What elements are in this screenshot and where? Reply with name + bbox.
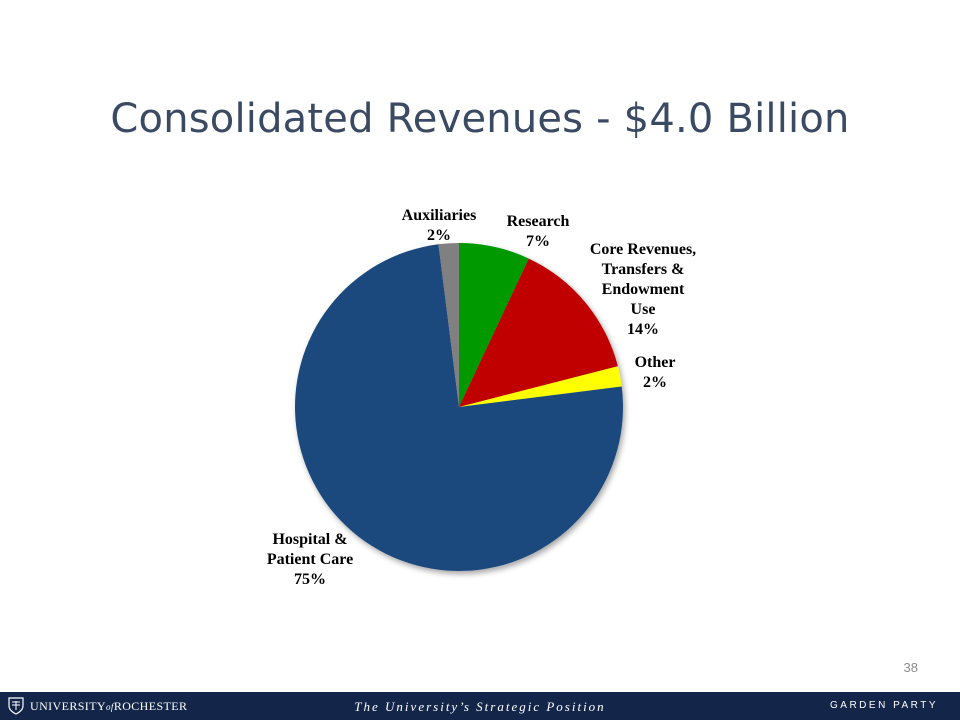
logo-word-of: of <box>106 701 114 712</box>
slice-label-other: Other 2% <box>635 354 676 391</box>
slice-percent: 2% <box>643 374 667 391</box>
pie-slice-hospital-patient-care <box>295 244 624 571</box>
slice-label-hospital-patient-care: Hospital & Patient Care 75% <box>267 531 353 588</box>
slice-label-research: Research 7% <box>507 213 570 250</box>
pie-slice-auxiliaries <box>438 243 459 407</box>
pie-slice-research <box>459 243 529 407</box>
slice-percent: 14% <box>627 321 659 338</box>
slice-percent: 7% <box>526 233 550 250</box>
pie-slice-other <box>459 366 622 407</box>
pie-labels: Research 7% Core Revenues, Transfers & Endow… <box>267 207 696 588</box>
slice-label-line: Auxiliaries <box>402 207 477 224</box>
slice-label-line: Hospital & <box>272 531 347 548</box>
logo-text: UNIVERSITYofROCHESTER <box>30 699 187 714</box>
footer-center-text: The University’s Strategic Position <box>354 699 606 714</box>
page-number: 38 <box>903 660 918 675</box>
pie-slices <box>295 243 624 571</box>
slice-label-line: Other <box>635 354 676 371</box>
footer-bar: UNIVERSITYofROCHESTER The University’s S… <box>0 692 960 720</box>
slice-percent: 2% <box>427 227 451 244</box>
shield-icon <box>8 697 24 715</box>
footer-right-text: GARDEN PARTY <box>830 700 938 711</box>
slice-label-auxiliaries: Auxiliaries 2% <box>402 207 477 244</box>
slice-label-line: Transfers & <box>602 261 685 278</box>
slice-label-line: Research <box>507 213 570 230</box>
slice-label-line: Endowment <box>602 281 685 298</box>
logo-word-rochester: ROCHESTER <box>113 698 188 713</box>
pie-chart: Research 7% Core Revenues, Transfers & Endow… <box>267 207 696 588</box>
pie-slice-core-revenues-transfers-endowment-use <box>459 258 618 407</box>
slide-title: Consolidated Revenues - $4.0 Billion <box>110 96 850 142</box>
slice-label-line: Use <box>631 301 656 318</box>
logo-word-university: UNIVERSITY <box>30 698 106 713</box>
slice-label-line: Patient Care <box>267 551 353 568</box>
slice-label-core-revenues-transfers-endowment-use: Core Revenues, Transfers & Endowment Use 14% <box>590 241 696 338</box>
university-logo: UNIVERSITYofROCHESTER <box>8 697 187 715</box>
slice-label-line: Core Revenues, <box>590 241 696 258</box>
slice-percent: 75% <box>294 571 326 588</box>
